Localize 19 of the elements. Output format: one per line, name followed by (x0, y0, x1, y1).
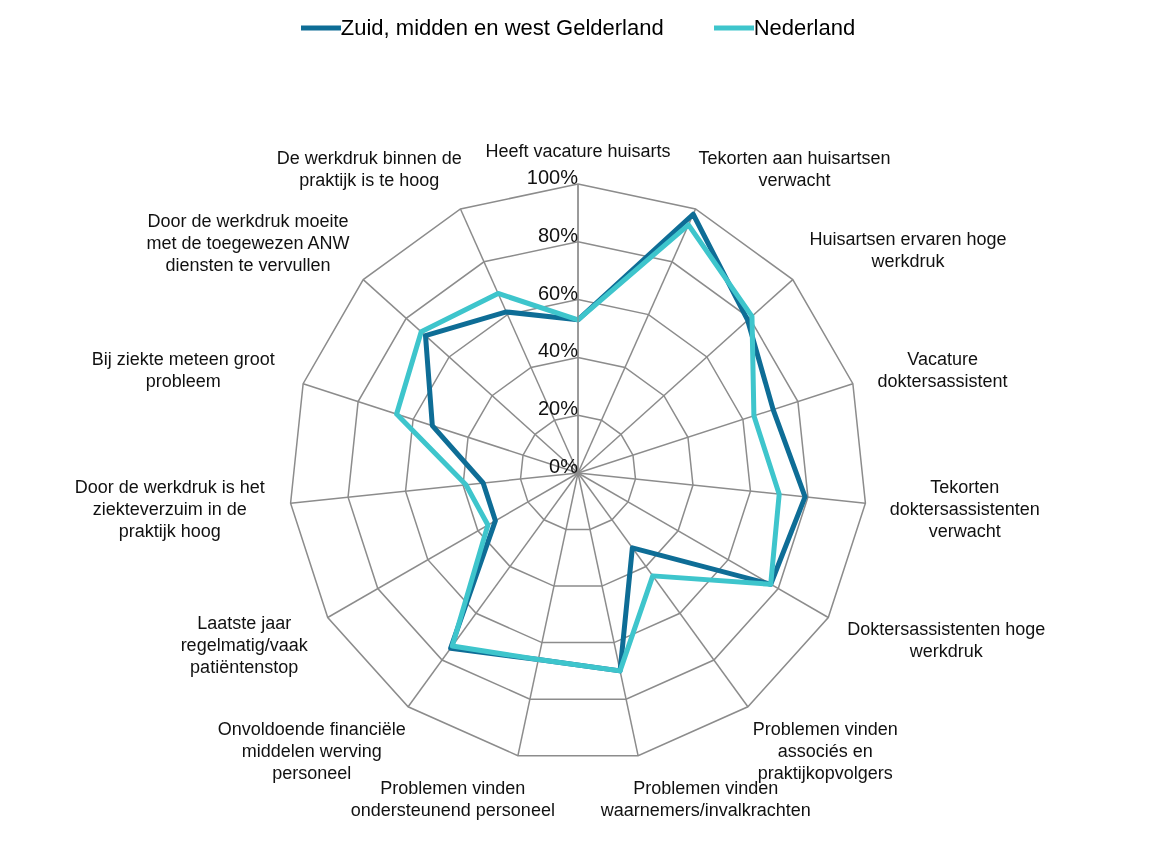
y-tick-label: 20% (537, 397, 579, 420)
spoke-label: Heeft vacature huisarts (485, 141, 671, 161)
spoke-label: Tekorten doktersassistenten verwacht (889, 476, 1040, 541)
spoke-label: Doktersassistenten hoge werkdruk (847, 618, 1046, 661)
y-tick-label: 40% (537, 339, 579, 362)
spoke-label: Door de werkdruk moeite met de toegewezen ANW diensten te vervullen (146, 210, 350, 275)
spoke-label: Tekorten aan huisartsen verwacht (698, 147, 891, 190)
legend-label: Zuid, midden en west Gelderland (340, 15, 664, 41)
y-tick-label: 60% (537, 281, 579, 304)
spoke-label: Laatste jaar regelmatig/vaak patiëntenstop (180, 613, 309, 677)
spoke-label: De werkdruk binnen de praktijk is te hoog (276, 147, 462, 190)
y-tick-label: 0% (549, 455, 579, 477)
spoke-label: Huisartsen ervaren hoge werkdruk (809, 229, 1007, 272)
spoke-label: Door de werkdruk is het ziekteverzuim in de praktijk hoog (74, 476, 265, 541)
spoke-label: Bij ziekte meteen groot probleem (91, 349, 275, 392)
spoke-label: Vacature doktersassistent (877, 349, 1008, 392)
y-tick-label: 100% (526, 166, 579, 188)
legend-label: Nederland (753, 15, 856, 41)
y-tick-label: 80% (537, 223, 579, 246)
